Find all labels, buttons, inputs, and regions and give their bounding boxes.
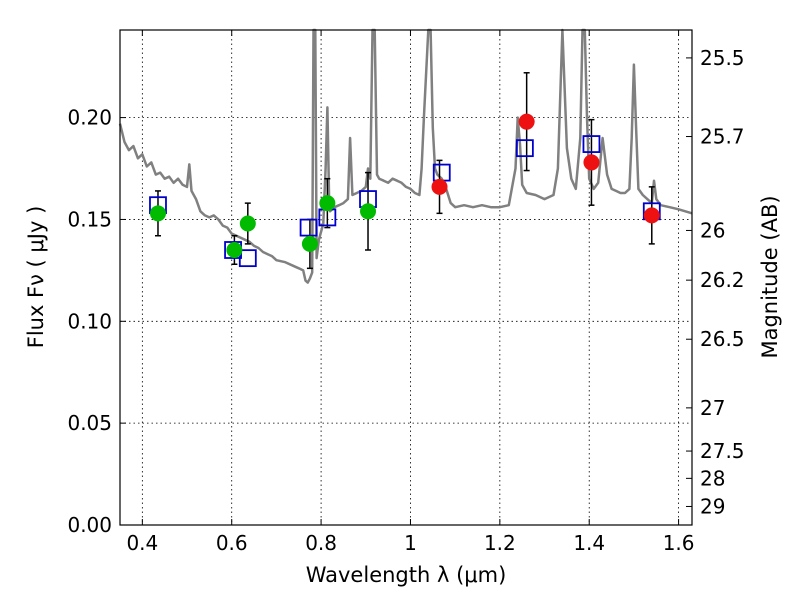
data-layer — [118, 28, 693, 284]
data-point — [149, 205, 166, 222]
y-tick-label: 0.10 — [67, 309, 112, 333]
model-square-marker — [582, 135, 601, 153]
x-tick-label: 0.6 — [216, 531, 248, 555]
right-tick-label: 26 — [700, 218, 725, 242]
right-tick-label: 25.5 — [700, 46, 745, 70]
model-square-marker — [238, 249, 257, 268]
right-tick-label: 28 — [700, 466, 725, 490]
x-tick-label: 0.4 — [126, 531, 158, 555]
right-tick-label: 26.2 — [700, 268, 745, 292]
y-tick-label: 0.15 — [67, 207, 112, 231]
spectrum-line — [118, 28, 693, 284]
plot-frame — [119, 29, 693, 526]
tick-layer: 0.4 0.6 0.8 1 1.2 1.4 1.6 0.00 0.05 0.10 0.15 0.20 2… — [67, 30, 745, 555]
x-tick-label: 1.4 — [573, 531, 605, 555]
x-tick-label: 0.8 — [305, 531, 337, 555]
y-tick-label: 0.20 — [67, 106, 112, 130]
right-tick-label: 25.7 — [700, 125, 745, 149]
data-point — [643, 207, 660, 224]
x-tick-label: 1 — [404, 531, 417, 555]
right-tick-label: 27.5 — [700, 439, 745, 463]
data-point — [360, 203, 377, 220]
data-point — [583, 154, 600, 171]
y-tick-label: 0.00 — [67, 513, 112, 537]
x-tick-label: 1.6 — [663, 531, 695, 555]
right-tick-label: 27 — [700, 396, 725, 420]
model-square-marker — [299, 218, 318, 237]
y-axis-right-label: Magnitude (AB) — [758, 195, 782, 358]
data-point — [431, 178, 448, 195]
x-axis-label: Wavelength λ (μm) — [306, 563, 507, 587]
data-point — [518, 113, 535, 130]
grid-layer — [120, 30, 692, 526]
data-point — [319, 195, 336, 212]
y-tick-label: 0.05 — [67, 411, 112, 435]
y-axis-label: Flux Fν ( μJy ) — [24, 206, 48, 349]
data-point — [301, 235, 318, 252]
right-tick-label: 26.5 — [700, 327, 745, 351]
right-tick-label: 29 — [700, 494, 725, 518]
x-tick-label: 1.2 — [484, 531, 516, 555]
data-point — [226, 242, 243, 258]
model-square-marker — [515, 139, 534, 158]
data-point — [239, 215, 256, 232]
